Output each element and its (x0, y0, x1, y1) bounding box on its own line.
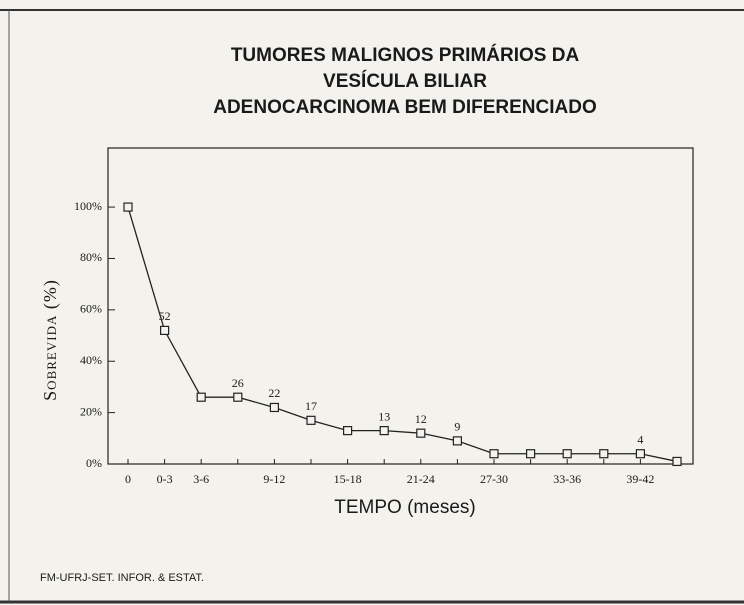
plot-frame (107, 147, 694, 465)
data-label: 17 (305, 399, 317, 413)
y-tick-label: 20% (80, 404, 102, 418)
marker (672, 456, 682, 467)
marker (160, 325, 170, 336)
marker (635, 449, 646, 459)
y-tick-label: 0% (86, 456, 102, 470)
series-line (127, 206, 678, 463)
marker (233, 392, 243, 402)
x-tick-label: 15-18 (334, 472, 362, 486)
x-axis-label: TEMPO (meses) (334, 497, 475, 518)
y-tick-label: 40% (80, 353, 102, 367)
x-tick-label: 27-30 (480, 472, 508, 486)
y-tick-label: 80% (80, 250, 102, 264)
marker (196, 392, 206, 402)
marker (416, 428, 426, 438)
marker (343, 426, 353, 436)
chart-title: ADENOCARCINOMA BEM DIFERENCIADO (213, 97, 597, 118)
marker (379, 426, 389, 436)
data-label: 9 (454, 420, 460, 434)
y-axis-label: Sobrevida (%) (40, 279, 61, 401)
data-label: 26 (232, 376, 244, 390)
marker (525, 449, 536, 459)
marker (269, 402, 279, 413)
marker (306, 415, 316, 425)
data-label: 12 (415, 412, 427, 426)
x-tick-label: 0-3 (157, 472, 173, 486)
data-label: 52 (159, 309, 171, 323)
data-label: 13 (378, 409, 390, 423)
y-tick-label: 100% (74, 199, 102, 213)
marker (123, 202, 133, 212)
footer: FM-UFRJ-SET. INFOR. & ESTAT. (40, 572, 204, 584)
x-tick-label: 0 (125, 472, 131, 486)
x-tick-label: 9-12 (263, 472, 285, 486)
x-tick-label: 21-24 (407, 472, 435, 486)
marker (489, 449, 499, 459)
marker (599, 449, 609, 459)
x-tick-label: 33-36 (553, 472, 581, 486)
x-tick-label: 39-42 (626, 472, 654, 486)
marker (562, 449, 572, 459)
chart-title: TUMORES MALIGNOS PRIMÁRIOS DA (231, 44, 580, 66)
y-tick-label: 60% (80, 302, 102, 316)
chart-title: VESÍCULA BILIAR (323, 70, 487, 92)
data-label: 4 (637, 432, 643, 446)
data-label: 22 (268, 386, 280, 400)
x-tick-label: 3-6 (193, 472, 209, 486)
marker (452, 436, 462, 446)
